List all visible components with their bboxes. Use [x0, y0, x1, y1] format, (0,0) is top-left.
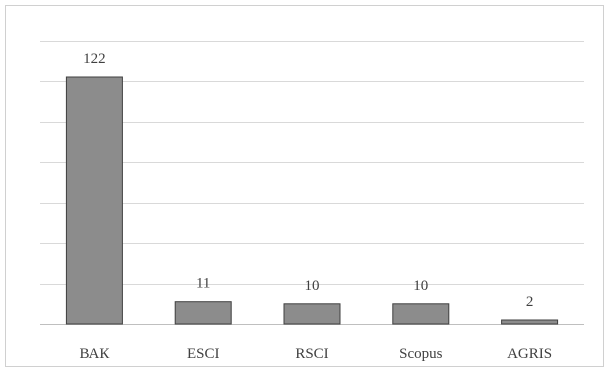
data-label-agris: 2 — [526, 294, 534, 310]
bar-esci — [174, 301, 232, 325]
x-tick-label-rsci: RSCI — [295, 346, 328, 362]
x-tick-labels: ВАК ESCI RSCI Scopus AGRIS — [79, 346, 552, 362]
data-label-вак: 122 — [83, 51, 106, 67]
gridlines — [40, 41, 584, 325]
bars — [65, 76, 559, 325]
x-tick-label-вак: ВАК — [79, 346, 110, 362]
data-label-scopus: 10 — [413, 278, 428, 294]
bar-agris — [501, 319, 559, 325]
x-tick-label-scopus: Scopus — [399, 346, 443, 362]
data-label-esci: 11 — [196, 276, 210, 292]
bar-вак — [65, 76, 123, 325]
bar-scopus — [392, 303, 450, 325]
data-labels: 122 11 10 10 2 — [83, 51, 533, 310]
x-tick-label-esci: ESCI — [187, 346, 220, 362]
data-label-rsci: 10 — [305, 278, 320, 294]
bar-rsci — [283, 303, 341, 325]
x-tick-label-agris: AGRIS — [507, 346, 552, 362]
